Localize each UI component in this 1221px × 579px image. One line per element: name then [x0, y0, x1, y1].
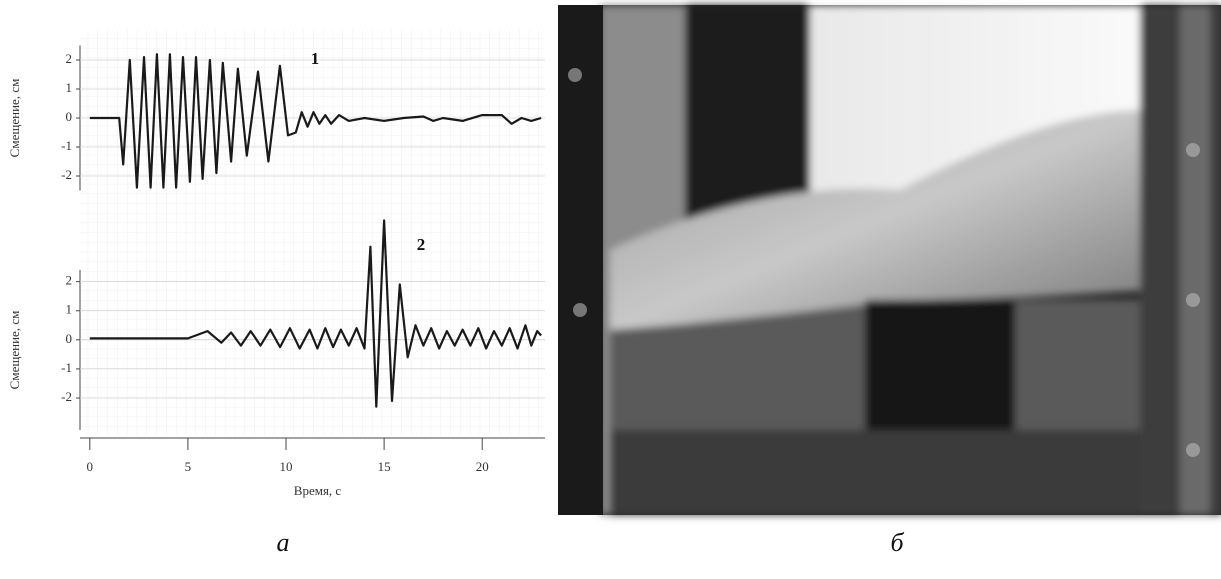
data-line: [89, 219, 542, 408]
y-tick-label: 1: [66, 302, 73, 317]
x-axis-label: Время, с: [294, 483, 342, 498]
y-tick-label: -2: [61, 167, 72, 182]
y-axis-label: Смещение, см: [7, 311, 22, 390]
data-line: [89, 53, 542, 189]
y-axis-label: Смещение, см: [7, 79, 22, 158]
x-tick-label: 20: [476, 459, 489, 474]
x-tick-label: 0: [87, 459, 94, 474]
photograph: [558, 5, 1221, 515]
y-tick-label: 1: [66, 80, 73, 95]
y-tick-label: -1: [61, 138, 72, 153]
annotation: 1: [311, 49, 320, 68]
grid-paper: [80, 30, 545, 435]
y-tick-label: 0: [66, 331, 73, 346]
annotation: 2: [417, 235, 426, 254]
y-tick-label: -1: [61, 360, 72, 375]
x-tick-label: 10: [280, 459, 293, 474]
y-tick-label: -2: [61, 389, 72, 404]
x-tick-label: 5: [185, 459, 192, 474]
y-tick-label: 2: [66, 273, 73, 288]
panel-label: б: [890, 528, 904, 557]
y-tick-label: 2: [66, 51, 73, 66]
y-tick-label: 0: [66, 109, 73, 124]
panel-label: а: [277, 528, 290, 557]
x-tick-label: 15: [378, 459, 391, 474]
